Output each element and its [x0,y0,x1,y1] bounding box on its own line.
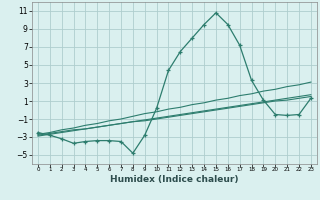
X-axis label: Humidex (Indice chaleur): Humidex (Indice chaleur) [110,175,239,184]
